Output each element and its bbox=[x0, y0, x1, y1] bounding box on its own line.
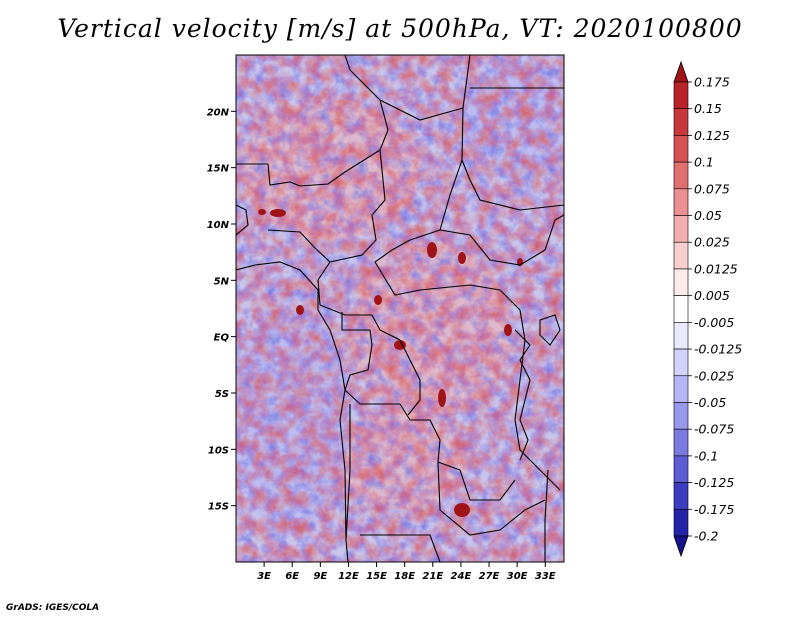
colorbar: 0.175 0.15 0.125 0.1 0.075 0.05 0.025 0.0125 0.0… bbox=[673, 60, 742, 558]
colorbar-label: -0.075 bbox=[694, 422, 734, 437]
colorbar-box bbox=[673, 375, 689, 403]
border-zambia bbox=[437, 461, 546, 536]
colorbar-box bbox=[673, 135, 689, 163]
cell-3 bbox=[427, 242, 437, 258]
map-frame bbox=[235, 54, 565, 563]
lat-tick-label: 20N bbox=[207, 107, 230, 118]
colorbar-box bbox=[673, 455, 689, 483]
colorbar-box bbox=[673, 402, 689, 430]
lon-tick-label: 12E bbox=[338, 571, 359, 582]
grads-credit: GrADS: IGES/COLA bbox=[6, 603, 100, 613]
lon-tick-label: 3E bbox=[257, 571, 271, 582]
border-angola-coast bbox=[345, 404, 351, 541]
lat-tick-label: 5S bbox=[215, 389, 229, 400]
lat-tick-label: 10N bbox=[207, 220, 230, 231]
lat-tick-label: EQ bbox=[214, 333, 230, 344]
cell-2 bbox=[258, 209, 266, 215]
colorbar-label: -0.025 bbox=[694, 368, 734, 383]
lon-tick-label: 9E bbox=[313, 571, 327, 582]
colorbar-bottom-arrow bbox=[673, 535, 689, 558]
cell-8 bbox=[438, 389, 446, 407]
border-libya-chad bbox=[379, 55, 471, 121]
lon-tick-label: 21E bbox=[422, 571, 443, 582]
colorbar-label: 0.0125 bbox=[694, 261, 738, 276]
colorbar-label: 0.075 bbox=[694, 181, 730, 196]
convective-cells bbox=[258, 209, 523, 517]
longitude-axis: 3E 6E 9E 12E 15E 18E 21E 24E 27E 30E 33E bbox=[257, 562, 556, 582]
cell-10 bbox=[454, 503, 470, 517]
border-nigeria-chad bbox=[317, 149, 386, 306]
lake-victoria bbox=[539, 314, 561, 346]
colorbar-box bbox=[673, 188, 689, 216]
colorbar-label: -0.005 bbox=[694, 315, 734, 330]
border-mozambique bbox=[544, 469, 549, 562]
latitude-axis: 20N 15N 10N 5N EQ 5S 10S 15S bbox=[207, 107, 236, 513]
border-congo-drc bbox=[399, 339, 421, 416]
colorbar-box bbox=[673, 215, 689, 243]
lon-tick-label: 24E bbox=[451, 571, 472, 582]
coastline-west bbox=[236, 261, 349, 562]
lon-tick-label: 33E bbox=[535, 571, 556, 582]
border-ssudan bbox=[439, 214, 564, 266]
map-title: Vertical velocity [m/s] at 500hPa, VT: 2… bbox=[57, 14, 743, 43]
lon-tick-label: 18E bbox=[394, 571, 415, 582]
border-angola-namibia bbox=[360, 534, 441, 562]
colorbar-label: 0.175 bbox=[694, 75, 730, 90]
lon-tick-label: 6E bbox=[285, 571, 299, 582]
colorbar-label: -0.125 bbox=[694, 475, 734, 490]
colorbar-box bbox=[673, 241, 689, 270]
cell-4 bbox=[458, 252, 466, 264]
cell-5 bbox=[374, 295, 382, 305]
colorbar-box bbox=[673, 161, 689, 190]
colorbar-label: -0.05 bbox=[694, 395, 726, 410]
colorbar-box bbox=[673, 428, 689, 457]
colorbar-label: -0.0125 bbox=[694, 342, 742, 357]
colorbar-box bbox=[673, 81, 689, 110]
coastline-westafrica bbox=[236, 204, 249, 236]
colorbar-label: -0.2 bbox=[694, 529, 718, 544]
border-car bbox=[374, 261, 521, 311]
colorbar-box bbox=[673, 268, 689, 296]
border-gabon-congo bbox=[341, 312, 373, 391]
field-texture bbox=[236, 55, 564, 562]
colorbar-box bbox=[673, 322, 689, 350]
cell-9 bbox=[504, 324, 512, 336]
border-sahel-north bbox=[236, 55, 389, 187]
lon-tick-label: 15E bbox=[366, 571, 387, 582]
cell-1 bbox=[270, 209, 286, 217]
colorbar-box bbox=[673, 295, 689, 323]
colorbar-label: 0.005 bbox=[694, 288, 730, 303]
colorbar-label: 0.125 bbox=[694, 128, 730, 143]
velocity-field bbox=[236, 55, 564, 562]
cell-7 bbox=[394, 340, 406, 350]
colorbar-label: -0.1 bbox=[694, 448, 718, 463]
colorbar-box bbox=[673, 108, 689, 136]
colorbar-label: 0.05 bbox=[694, 208, 722, 223]
colorbar-label: 0.15 bbox=[694, 101, 722, 116]
cell-6 bbox=[296, 305, 304, 315]
lon-tick-label: 27E bbox=[479, 571, 500, 582]
lake-outline-east bbox=[514, 329, 531, 461]
border-nigeria-benin bbox=[267, 229, 331, 263]
colorbar-box bbox=[673, 482, 689, 510]
colorbar-box bbox=[673, 508, 689, 537]
border-drc-angola bbox=[344, 389, 516, 501]
border-cameroon-south bbox=[319, 304, 401, 341]
lat-tick-label: 15N bbox=[207, 164, 230, 175]
lat-tick-label: 10S bbox=[208, 445, 229, 456]
colorbar-label: 0.1 bbox=[694, 155, 714, 170]
colorbar-label: -0.175 bbox=[694, 502, 734, 517]
border-sudan-ethiopia bbox=[461, 159, 564, 211]
colorbar-label: 0.025 bbox=[694, 235, 730, 250]
country-borders bbox=[236, 55, 564, 562]
lat-tick-label: 5N bbox=[214, 276, 230, 287]
lon-tick-label: 30E bbox=[507, 571, 528, 582]
colorbar-box bbox=[673, 348, 689, 377]
lat-tick-label: 15S bbox=[208, 502, 229, 513]
colorbar-top-arrow bbox=[673, 60, 689, 83]
